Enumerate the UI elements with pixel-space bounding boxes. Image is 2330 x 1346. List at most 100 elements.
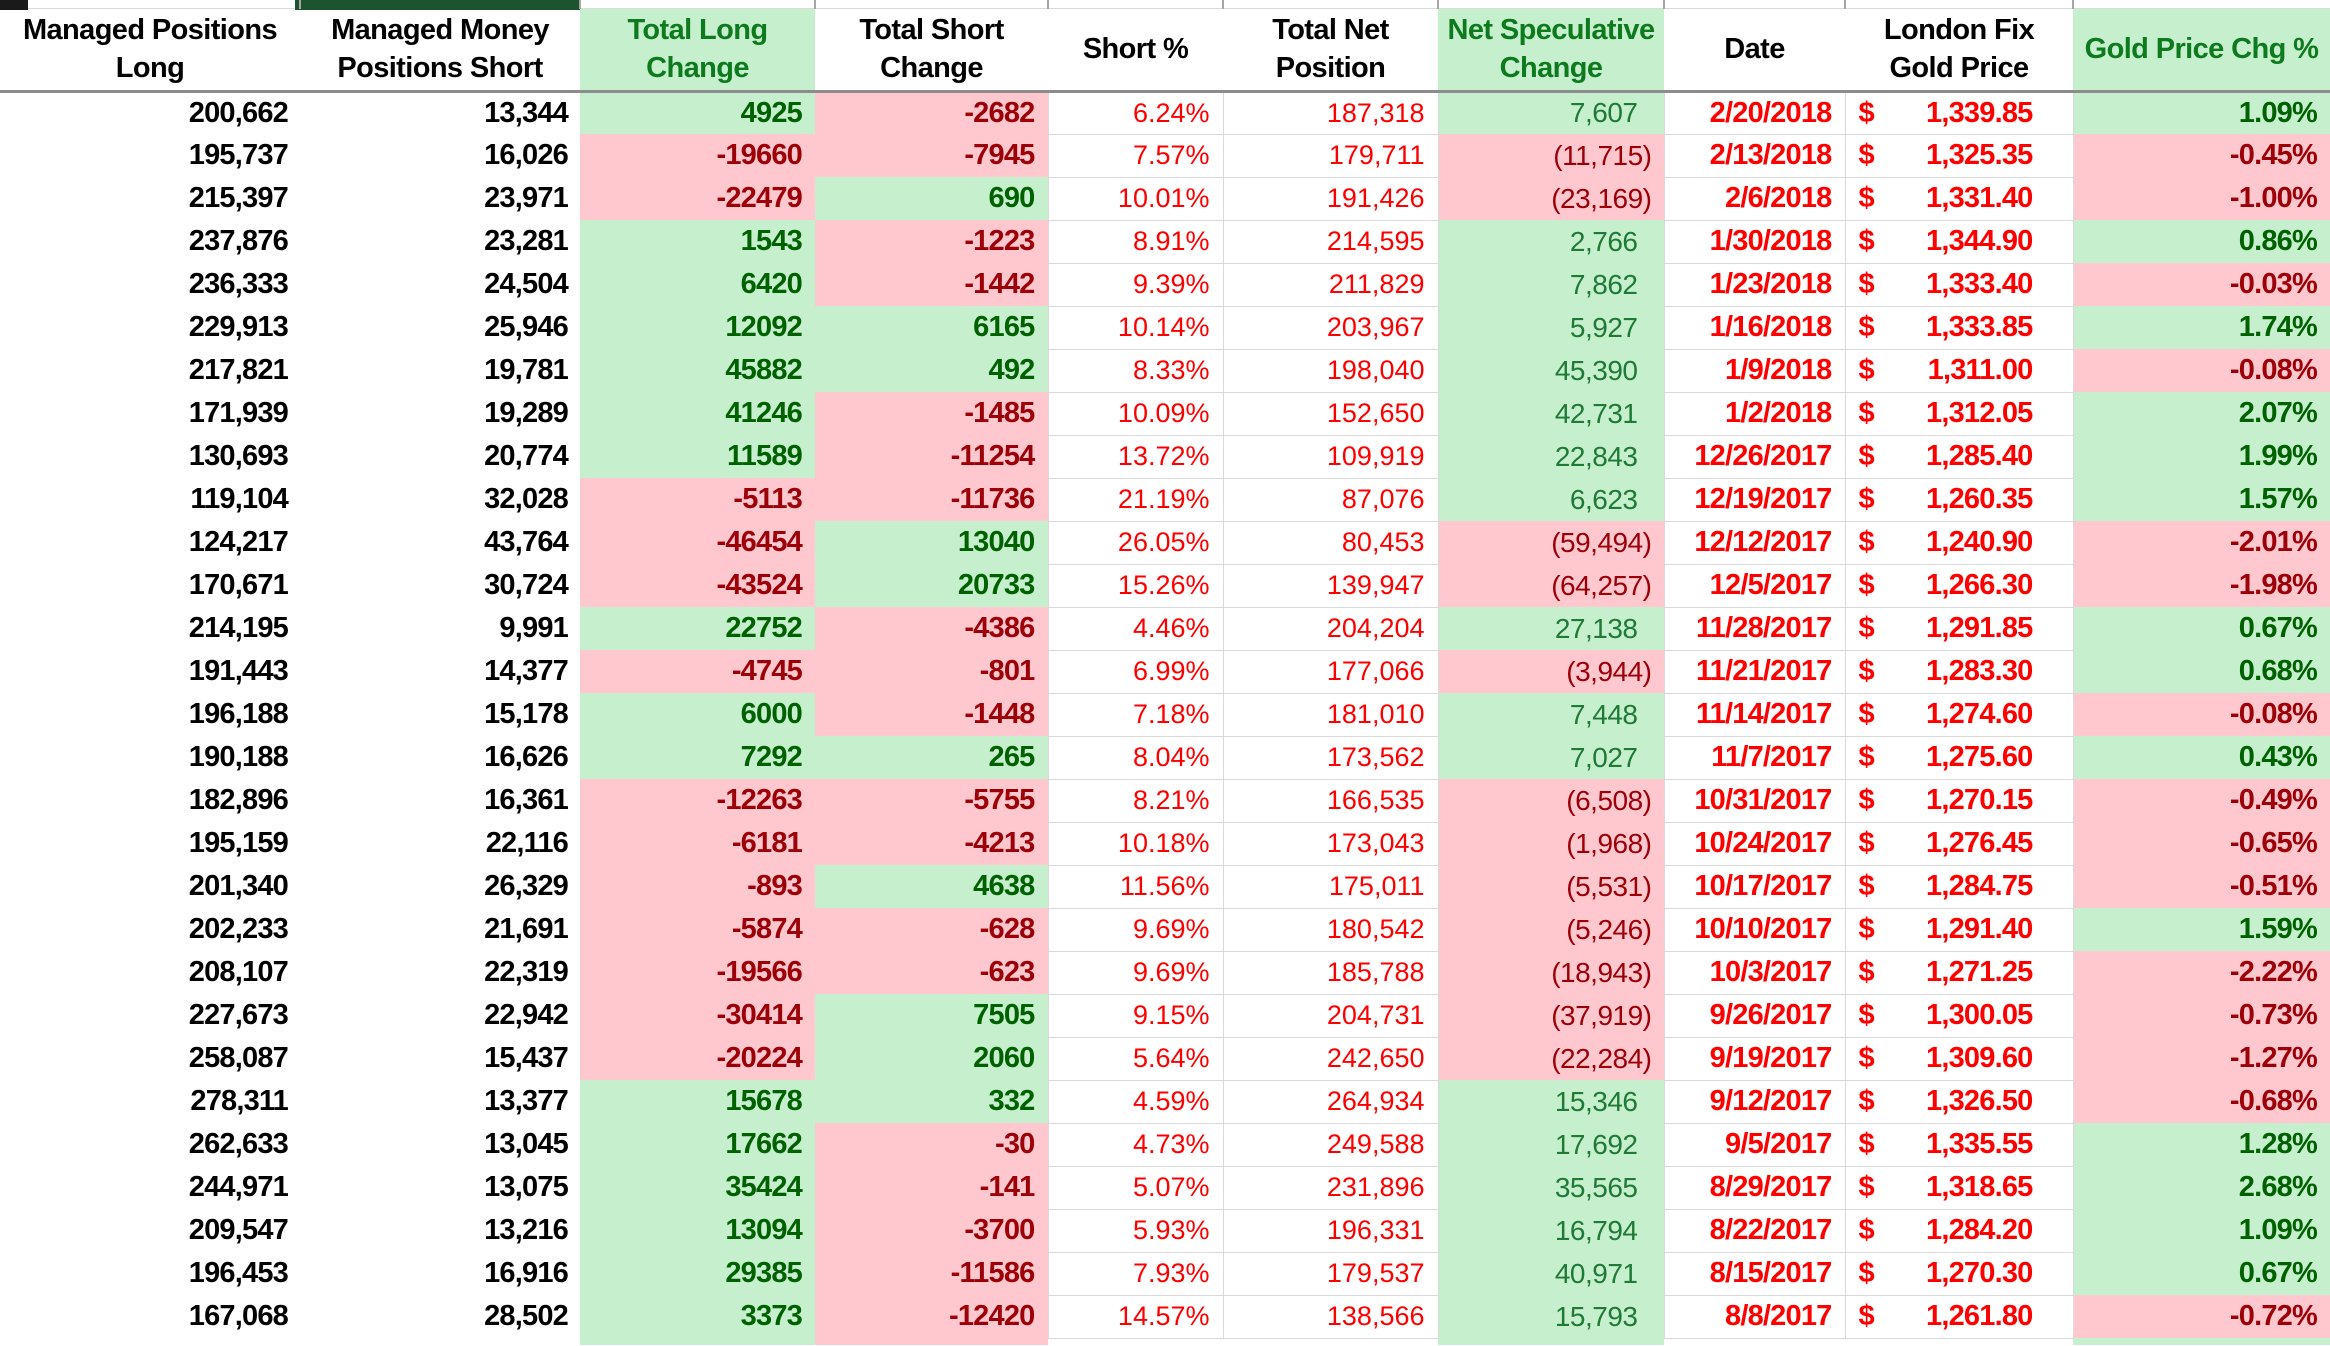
cell-price-chg[interactable]: 1.59%	[2073, 908, 2330, 951]
cell-price-chg[interactable]: 1.28%	[2073, 1123, 2330, 1166]
cell-price-chg[interactable]: 0.86%	[2073, 220, 2330, 263]
cell-date[interactable]: 10/10/2017	[1663, 907, 1846, 952]
cell-price[interactable]: $1,325.35	[1844, 133, 2074, 178]
cell-short-pct[interactable]: 13.72%	[1047, 434, 1224, 479]
cell-managed-long[interactable]: 208,107	[0, 951, 300, 994]
cell-managed-long[interactable]: 258,087	[0, 1037, 300, 1080]
cell-total-net[interactable]: 152,650	[1222, 391, 1439, 436]
cell-net-spec[interactable]: (64,257)	[1438, 564, 1664, 607]
cell-date[interactable]: 9/12/2017	[1663, 1079, 1846, 1124]
cell-managed-long[interactable]: 171,939	[0, 392, 300, 435]
cell-net-spec[interactable]: 2,766	[1438, 220, 1664, 263]
cell-price[interactable]: $1,271.25	[1844, 950, 2074, 995]
cell-date[interactable]: 12/12/2017	[1663, 520, 1846, 565]
cell-net-spec[interactable]: 40,971	[1438, 1252, 1664, 1295]
cell-total-short-chg[interactable]: 492	[815, 349, 1048, 392]
cell-total-long-chg[interactable]: 7292	[580, 736, 815, 779]
cell-net-spec[interactable]: 15,793	[1438, 1295, 1664, 1338]
cell-date[interactable]: 10/24/2017	[1663, 821, 1846, 866]
cell-net-spec[interactable]: 22,843	[1438, 435, 1664, 478]
cell-managed-long[interactable]: 119,104	[0, 478, 300, 521]
cell-net-spec[interactable]: 27,138	[1438, 607, 1664, 650]
cell-date[interactable]: 11/21/2017	[1663, 649, 1846, 694]
cell-price[interactable]: $1,284.20	[1844, 1208, 2074, 1253]
cell-managed-long[interactable]: 236,333	[0, 263, 300, 306]
cell-short-pct[interactable]: 10.14%	[1047, 305, 1224, 350]
cell-total-net[interactable]: 191,426	[1222, 176, 1439, 221]
cell-managed-short[interactable]: 24,504	[300, 263, 580, 306]
col-header-short-pct[interactable]: Short %	[1048, 0, 1223, 93]
cell-short-pct[interactable]: 4.73%	[1047, 1122, 1224, 1167]
cell-short-pct[interactable]: 10.09%	[1047, 391, 1224, 436]
cell-total-net[interactable]: 204,731	[1222, 993, 1439, 1038]
cell-date[interactable]: 12/5/2017	[1663, 563, 1846, 608]
cell-short-pct[interactable]: 4.59%	[1047, 1079, 1224, 1124]
cell-price-chg[interactable]: 2.07%	[2073, 392, 2330, 435]
cell-price[interactable]: $1,326.50	[1844, 1079, 2074, 1124]
cell-managed-long[interactable]: 262,633	[0, 1123, 300, 1166]
cell-managed-short[interactable]: 16,626	[300, 736, 580, 779]
cell-managed-short[interactable]: 22,116	[300, 822, 580, 865]
cell-managed-short[interactable]: 13,377	[300, 1080, 580, 1123]
cell-total-short-chg[interactable]: -11254	[815, 435, 1048, 478]
cell-total-short-chg[interactable]: -2682	[815, 91, 1048, 134]
cell-price[interactable]: $1,266.30	[1844, 563, 2074, 608]
cell-date[interactable]: 1/30/2018	[1663, 219, 1846, 264]
cell-total-net[interactable]: 185,788	[1222, 950, 1439, 995]
cell-date[interactable]: 9/26/2017	[1663, 993, 1846, 1038]
cell-price-chg[interactable]: -0.65%	[2073, 822, 2330, 865]
cell-total-short-chg[interactable]: 6165	[815, 306, 1048, 349]
cell-managed-short[interactable]: 9,991	[300, 607, 580, 650]
cell-total-short-chg[interactable]: -4213	[815, 822, 1048, 865]
cell-date[interactable]: 11/7/2017	[1663, 735, 1846, 780]
cell-price-chg[interactable]: -1.98%	[2073, 564, 2330, 607]
cell-short-pct[interactable]: 8.21%	[1047, 778, 1224, 823]
cell-managed-short[interactable]: 25,946	[300, 306, 580, 349]
cell-date[interactable]: 2/20/2018	[1663, 90, 1846, 135]
cell-total-long-chg[interactable]: 4925	[580, 91, 815, 134]
cell-short-pct[interactable]: 5.07%	[1047, 1165, 1224, 1210]
col-header-managed-money-positions-short[interactable]: Managed Money Positions Short	[300, 0, 580, 93]
cell-total-long-chg[interactable]: 6420	[580, 263, 815, 306]
cell-total-long-chg[interactable]: -19660	[580, 134, 815, 177]
cell-price[interactable]: $1,291.40	[1844, 907, 2074, 952]
cell-net-spec[interactable]: 6,623	[1438, 478, 1664, 521]
cell-price[interactable]: $1,344.90	[1844, 219, 2074, 264]
cell-price-chg[interactable]: 0.67%	[2073, 1252, 2330, 1295]
cell-total-long-chg[interactable]: 6000	[580, 693, 815, 736]
cell-net-spec[interactable]: 7,607	[1438, 91, 1664, 134]
cell-price[interactable]: $1,283.30	[1844, 649, 2074, 694]
cell-price[interactable]: $1,274.60	[1844, 692, 2074, 737]
cell-date[interactable]: 1/23/2018	[1663, 262, 1846, 307]
cell-price-chg[interactable]: -0.51%	[2073, 865, 2330, 908]
cell-net-spec[interactable]: (1,968)	[1438, 822, 1664, 865]
cell-total-net[interactable]: 231,896	[1222, 1165, 1439, 1210]
cell-total-long-chg[interactable]: 41246	[580, 392, 815, 435]
cell-managed-long[interactable]: 229,913	[0, 306, 300, 349]
cell-total-long-chg[interactable]: 15678	[580, 1080, 815, 1123]
cell-price[interactable]: $1,285.40	[1844, 434, 2074, 479]
cell-total-short-chg[interactable]: 332	[815, 1080, 1048, 1123]
cell-managed-long[interactable]: 130,693	[0, 435, 300, 478]
cell-net-spec[interactable]: (5,531)	[1438, 865, 1664, 908]
cell-short-pct[interactable]: 6.24%	[1047, 90, 1224, 135]
cell-managed-short[interactable]: 32,028	[300, 478, 580, 521]
cell-total-short-chg[interactable]: 13040	[815, 521, 1048, 564]
cell-total-short-chg[interactable]: -4386	[815, 607, 1048, 650]
cell-short-pct[interactable]: 14.57%	[1047, 1294, 1224, 1339]
cell-price[interactable]: $1,335.55	[1844, 1122, 2074, 1167]
cell-total-long-chg[interactable]: 12092	[580, 306, 815, 349]
cell-net-spec[interactable]: 7,448	[1438, 693, 1664, 736]
cell-net-spec[interactable]: (6,508)	[1438, 779, 1664, 822]
cell-price[interactable]: $1,339.85	[1844, 90, 2074, 135]
cell-net-spec[interactable]: (37,919)	[1438, 994, 1664, 1037]
cell-managed-long[interactable]: 124,217	[0, 521, 300, 564]
cell-total-short-chg[interactable]: -7945	[815, 134, 1048, 177]
cell-short-pct[interactable]: 6.99%	[1047, 649, 1224, 694]
cell-net-spec[interactable]: (5,246)	[1438, 908, 1664, 951]
cell-managed-long[interactable]: 215,397	[0, 177, 300, 220]
cell-price-chg[interactable]: -0.49%	[2073, 779, 2330, 822]
cell-price-chg[interactable]: 0.43%	[2073, 736, 2330, 779]
cell-managed-short[interactable]: 43,764	[300, 521, 580, 564]
cell-total-net[interactable]: 203,967	[1222, 305, 1439, 350]
